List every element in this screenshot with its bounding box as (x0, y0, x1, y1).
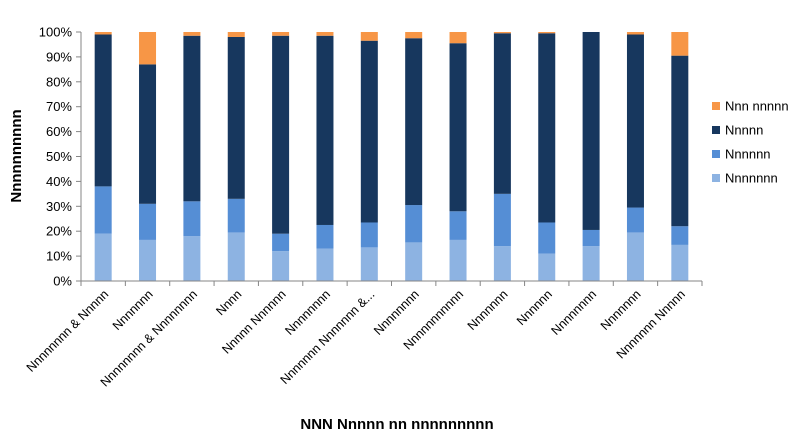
legend-swatch (712, 150, 720, 158)
bar-segment (183, 35, 201, 202)
bar-segment (538, 253, 556, 281)
bar-segment (405, 38, 423, 206)
bar-segment (449, 43, 467, 212)
bar-segment (360, 32, 378, 41)
bar-segment (94, 186, 112, 234)
bar-segment (183, 201, 201, 237)
y-tick-label: 100% (39, 25, 73, 40)
bar-segment (671, 32, 689, 56)
legend-label: Nnnnnnn (725, 171, 778, 186)
bar-segment (227, 198, 245, 233)
y-tick-label: 0% (53, 274, 72, 289)
bar-segment (316, 224, 334, 249)
x-tick-label: Nnnn (213, 287, 244, 318)
x-tick-label: Nnnnnnnn & Nnnnn (24, 287, 112, 375)
y-tick-label: 90% (46, 49, 72, 64)
legend-label: Nnnnn (725, 123, 763, 138)
x-tick-label: Nnnnnnn (465, 287, 511, 333)
y-tick-label: 60% (46, 124, 72, 139)
x-tick-label: Nnnnnn (514, 287, 555, 328)
bar-segment (139, 203, 157, 240)
x-tick-label: Nnnnnnnn (549, 287, 600, 338)
bar-segment (227, 36, 245, 199)
bar-segment (538, 32, 556, 34)
bars (94, 32, 689, 281)
bar-segment (360, 40, 378, 223)
y-axis-title: Nnnnnnnnnn (8, 109, 25, 202)
bar-segment (626, 207, 644, 233)
bar-segment (360, 247, 378, 281)
bar-segment (94, 233, 112, 281)
legend-swatch (712, 126, 720, 134)
bar-segment (360, 222, 378, 248)
bar-segment (671, 55, 689, 227)
axes (80, 32, 703, 286)
bar-segment (316, 32, 334, 36)
bar-segment (626, 32, 644, 35)
y-axis-ticks: 0% 10% 20% 30% 40% 50% 60% 70% 80% 90% 100% (39, 25, 81, 289)
bar-segment (449, 32, 467, 44)
bar-segment (582, 229, 600, 247)
x-tick-label: Nnnnnnn (110, 287, 156, 333)
bar-segment (671, 226, 689, 245)
bar-segment (449, 239, 467, 281)
legend: Nnn nnnnn Nnnnn Nnnnnn Nnnnnnn (712, 99, 789, 186)
bar-segment (139, 64, 157, 204)
y-tick-label: 50% (46, 149, 72, 164)
bar-segment (139, 239, 157, 281)
bar-segment (183, 32, 201, 36)
legend-swatch (712, 102, 720, 110)
bar-segment (493, 193, 511, 247)
bar-segment (405, 205, 423, 243)
y-tick-label: 30% (46, 199, 72, 214)
bar-segment (272, 233, 290, 252)
bar-segment (227, 232, 245, 281)
x-axis-title: NNN Nnnnn nn nnnnnnnnn (300, 416, 493, 433)
bar-segment (538, 222, 556, 254)
bar-segment (183, 236, 201, 281)
bar-segment (582, 246, 600, 281)
bar-segment (449, 211, 467, 240)
bar-segment (227, 32, 245, 37)
bar-segment (139, 32, 157, 65)
bar-segment (493, 32, 511, 34)
y-tick-label: 70% (46, 99, 72, 114)
bar-segment (626, 34, 644, 208)
bar-segment (272, 251, 290, 281)
bar-segment (405, 242, 423, 281)
bar-segment (493, 246, 511, 281)
legend-swatch (712, 174, 720, 182)
bar-segment (94, 34, 112, 187)
legend-label: Nnnnnn (725, 147, 771, 162)
bar-segment (405, 32, 423, 39)
bar-segment (316, 248, 334, 281)
x-tick-label: Nnnnnnn (598, 287, 644, 333)
bar-segment (272, 35, 290, 234)
y-tick-label: 40% (46, 174, 72, 189)
bar-segment (582, 32, 600, 230)
bar-segment (94, 32, 112, 35)
legend-label: Nnn nnnnn (725, 99, 789, 114)
bar-segment (316, 35, 334, 225)
bar-segment (671, 244, 689, 281)
y-tick-label: 20% (46, 224, 72, 239)
bar-segment (538, 33, 556, 223)
bar-segment (626, 232, 644, 281)
bar-segment (272, 32, 290, 36)
y-tick-label: 80% (46, 74, 72, 89)
y-tick-label: 10% (46, 249, 72, 264)
bar-segment (493, 33, 511, 194)
